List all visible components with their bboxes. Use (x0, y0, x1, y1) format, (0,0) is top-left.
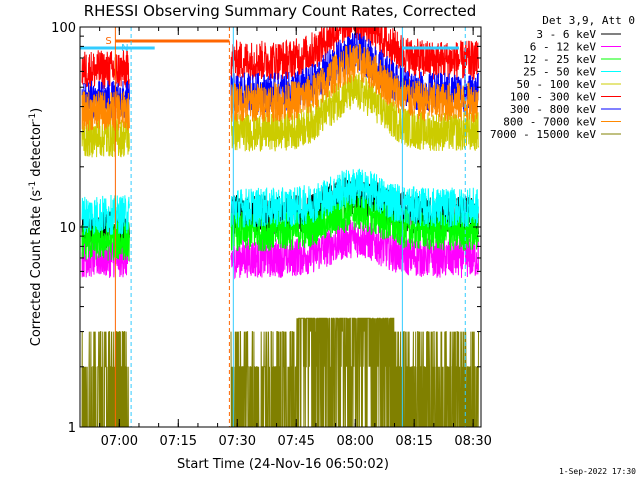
series-line (81, 72, 479, 158)
series-800to7000keV-trace (81, 43, 479, 131)
legend-entry-label: 100 - 300 keV (510, 91, 596, 104)
legend-entry-label: 7000 - 15000 keV (490, 128, 596, 141)
plot-area: SN (80, 26, 479, 428)
legend-entry-label: 25 - 50 keV (523, 66, 596, 79)
footer-date: 1-Sep-2022 17:30 (559, 467, 636, 476)
series-50to100keV-trace (81, 72, 479, 158)
series-25to50keV-trace (81, 168, 479, 235)
x-tick-label: 07:30 (219, 434, 256, 449)
x-tick-label: 07:15 (160, 434, 197, 449)
y-axis-label: Corrected Count Rate (s-1 detector-1) (28, 108, 44, 346)
series-line (81, 191, 479, 261)
legend-entry-label: 6 - 12 keV (530, 41, 597, 54)
legend-entry-label: 12 - 25 keV (523, 53, 596, 66)
x-tick-label: 08:30 (454, 434, 491, 449)
flag-S-label: S (105, 36, 111, 47)
y-axis-label-sup1: -1 (28, 181, 38, 190)
legend-entry-label: 3 - 6 keV (536, 28, 596, 41)
y-axis-label-mid: detector (29, 121, 44, 181)
y-axis-label-sup2: -1 (28, 113, 38, 122)
y-axis-label-end: ) (29, 108, 44, 113)
legend-entry-label: 800 - 7000 keV (503, 116, 596, 129)
series-line (81, 43, 479, 131)
legend-entry-label: 50 - 100 keV (517, 78, 597, 91)
chart-title: RHESSI Observing Summary Count Rates, Co… (84, 2, 477, 20)
x-tick-label: 07:45 (277, 434, 314, 449)
x-axis-label: Start Time (24-Nov-16 06:50:02) (177, 457, 389, 472)
legend-header: Det 3,9, Att 0 (542, 14, 635, 27)
y-tick-label: 10 (59, 221, 76, 236)
series-line (81, 168, 479, 235)
x-tick-label: 08:00 (336, 434, 373, 449)
y-axis-label-main: Corrected Count Rate (s (29, 190, 44, 347)
y-tick-label: 1 (68, 421, 76, 436)
axis-ticks: 07:00 07:15 07:30 07:45 08:00 08:15 08:30 1 10 10… (51, 21, 492, 449)
x-tick-label: 08:15 (395, 434, 432, 449)
series-12to25keV-trace (81, 191, 479, 261)
y-tick-label: 100 (51, 21, 76, 36)
legend-entry-label: 300 - 800 keV (510, 103, 596, 116)
x-tick-label: 07:00 (101, 434, 138, 449)
